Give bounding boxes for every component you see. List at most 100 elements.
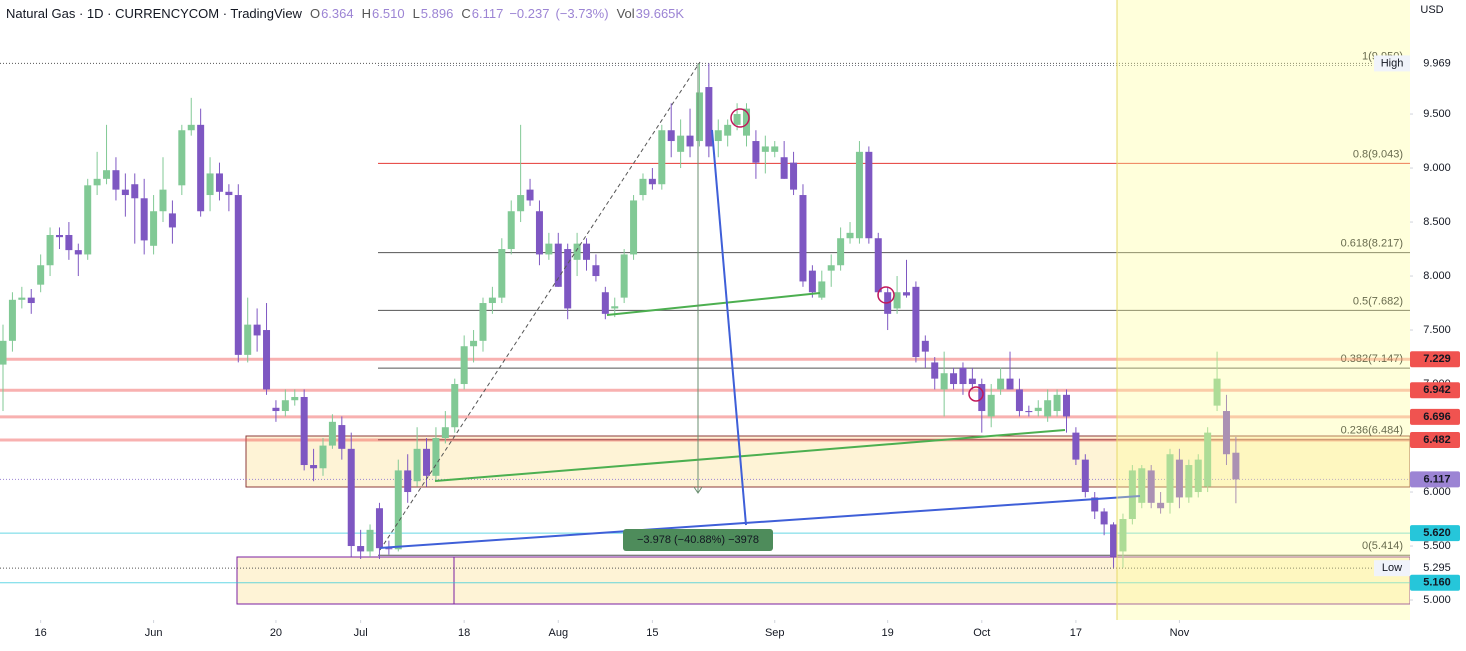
candle-body	[648, 178, 656, 185]
candle-body	[1166, 454, 1174, 503]
candle-body	[103, 170, 111, 179]
candle-body	[827, 265, 835, 271]
candle-body	[498, 249, 506, 298]
overlay	[1116, 0, 1410, 620]
candle-body	[507, 211, 515, 250]
candle-body	[310, 465, 318, 469]
candle-body	[112, 170, 120, 190]
stat-name: C	[461, 6, 470, 21]
price-tag	[1410, 471, 1460, 488]
x-tick-label: Sep	[765, 627, 785, 639]
candle-body	[639, 178, 647, 196]
fib-label: 0.5(7.682)	[1353, 295, 1403, 307]
candle-body	[855, 151, 863, 239]
candle-body	[1044, 400, 1052, 417]
time-axis	[0, 620, 1410, 651]
price-tag-label: 6.696	[1423, 411, 1451, 423]
candle-body	[874, 238, 882, 293]
price-tag	[1410, 560, 1460, 577]
candle-body	[968, 378, 976, 385]
marker-circle	[968, 386, 984, 402]
candle-body	[404, 470, 412, 493]
candle-body	[1204, 432, 1212, 487]
candle-body	[931, 362, 939, 379]
candle-body	[592, 265, 600, 277]
candle-body	[432, 438, 440, 476]
candle-body	[545, 243, 553, 255]
candle-body	[1034, 407, 1042, 412]
header-title: Natural Gas · 1D · CURRENCYCOM · Trading…	[6, 6, 303, 21]
candle-body	[470, 340, 478, 347]
candle-body	[366, 529, 374, 552]
candle-body	[893, 292, 901, 309]
price-tag	[1410, 351, 1460, 368]
price-tag	[1410, 408, 1460, 425]
candle-body	[535, 211, 543, 255]
candle-body	[460, 346, 468, 385]
levels: 1(9.950)0.8(9.043)0.618(8.217)0.5(7.682)…	[0, 50, 1410, 584]
candle-body	[1100, 511, 1108, 525]
candle-body	[300, 396, 308, 466]
trend-line	[379, 495, 1141, 549]
candle-body	[620, 254, 628, 298]
candle-body	[733, 114, 741, 125]
y-tick-label: 8.500	[1423, 216, 1451, 228]
fib-trend-line	[379, 61, 701, 551]
price-tag	[1410, 55, 1460, 72]
candle-body	[225, 191, 233, 196]
candle-body	[771, 146, 779, 152]
price-tag-label: 5.160	[1423, 577, 1451, 589]
price-tag-label: 6.117	[1424, 473, 1451, 485]
candle-body	[244, 324, 252, 355]
stat-value: 6.364	[321, 6, 354, 21]
stat-name: H	[362, 6, 371, 21]
candle-body	[168, 213, 176, 228]
measure-label: −3.978 (−40.88%) −3978	[637, 534, 759, 546]
candle-body	[18, 297, 26, 300]
x-tick-label: Jun	[145, 627, 163, 639]
price-tag-label: 5.620	[1423, 527, 1451, 539]
candle-body	[0, 340, 7, 365]
candle-body	[413, 448, 421, 482]
measure-box	[623, 529, 773, 551]
candle-body	[658, 130, 666, 185]
price-tag	[1410, 525, 1460, 542]
highlight-region	[1117, 0, 1410, 620]
candle-body	[1213, 378, 1221, 406]
candle-body	[987, 394, 995, 417]
y-tick-label: 7.500	[1423, 324, 1451, 336]
candle-body	[959, 367, 967, 385]
candle-body	[686, 135, 694, 147]
candle-body	[131, 184, 139, 199]
candle-body	[752, 141, 760, 163]
candle-body	[385, 548, 393, 550]
x-tick-label: 18	[458, 627, 470, 639]
price-tag-label: 6.482	[1423, 434, 1451, 446]
x-tick-label: 20	[270, 627, 282, 639]
candle-body	[8, 299, 16, 341]
candle-body	[206, 173, 214, 196]
x-tick-label: Nov	[1170, 627, 1190, 639]
candle-body	[1072, 432, 1080, 460]
stat-value: 5.896	[421, 6, 454, 21]
candle-body	[790, 162, 798, 190]
candle-body	[423, 448, 431, 476]
stat-value: 39.665K	[636, 6, 685, 21]
zone-box	[236, 556, 1411, 605]
candle-body	[441, 427, 449, 439]
y-tick-label: 5.000	[1423, 594, 1451, 606]
candle-body	[1147, 470, 1155, 503]
candle-body	[37, 265, 45, 285]
stat-name: L	[413, 6, 420, 21]
candle-body	[479, 303, 487, 341]
y-tick-label: 9.000	[1423, 162, 1451, 174]
x-tick-label: Oct	[973, 627, 990, 639]
measure-arrowhead	[693, 486, 703, 494]
candle-body	[1081, 459, 1089, 493]
candle-body	[197, 124, 205, 212]
candle-body	[611, 306, 619, 309]
candle-body	[695, 92, 703, 142]
price-tag-label: 6.942	[1423, 384, 1451, 396]
candle-body	[743, 108, 751, 136]
